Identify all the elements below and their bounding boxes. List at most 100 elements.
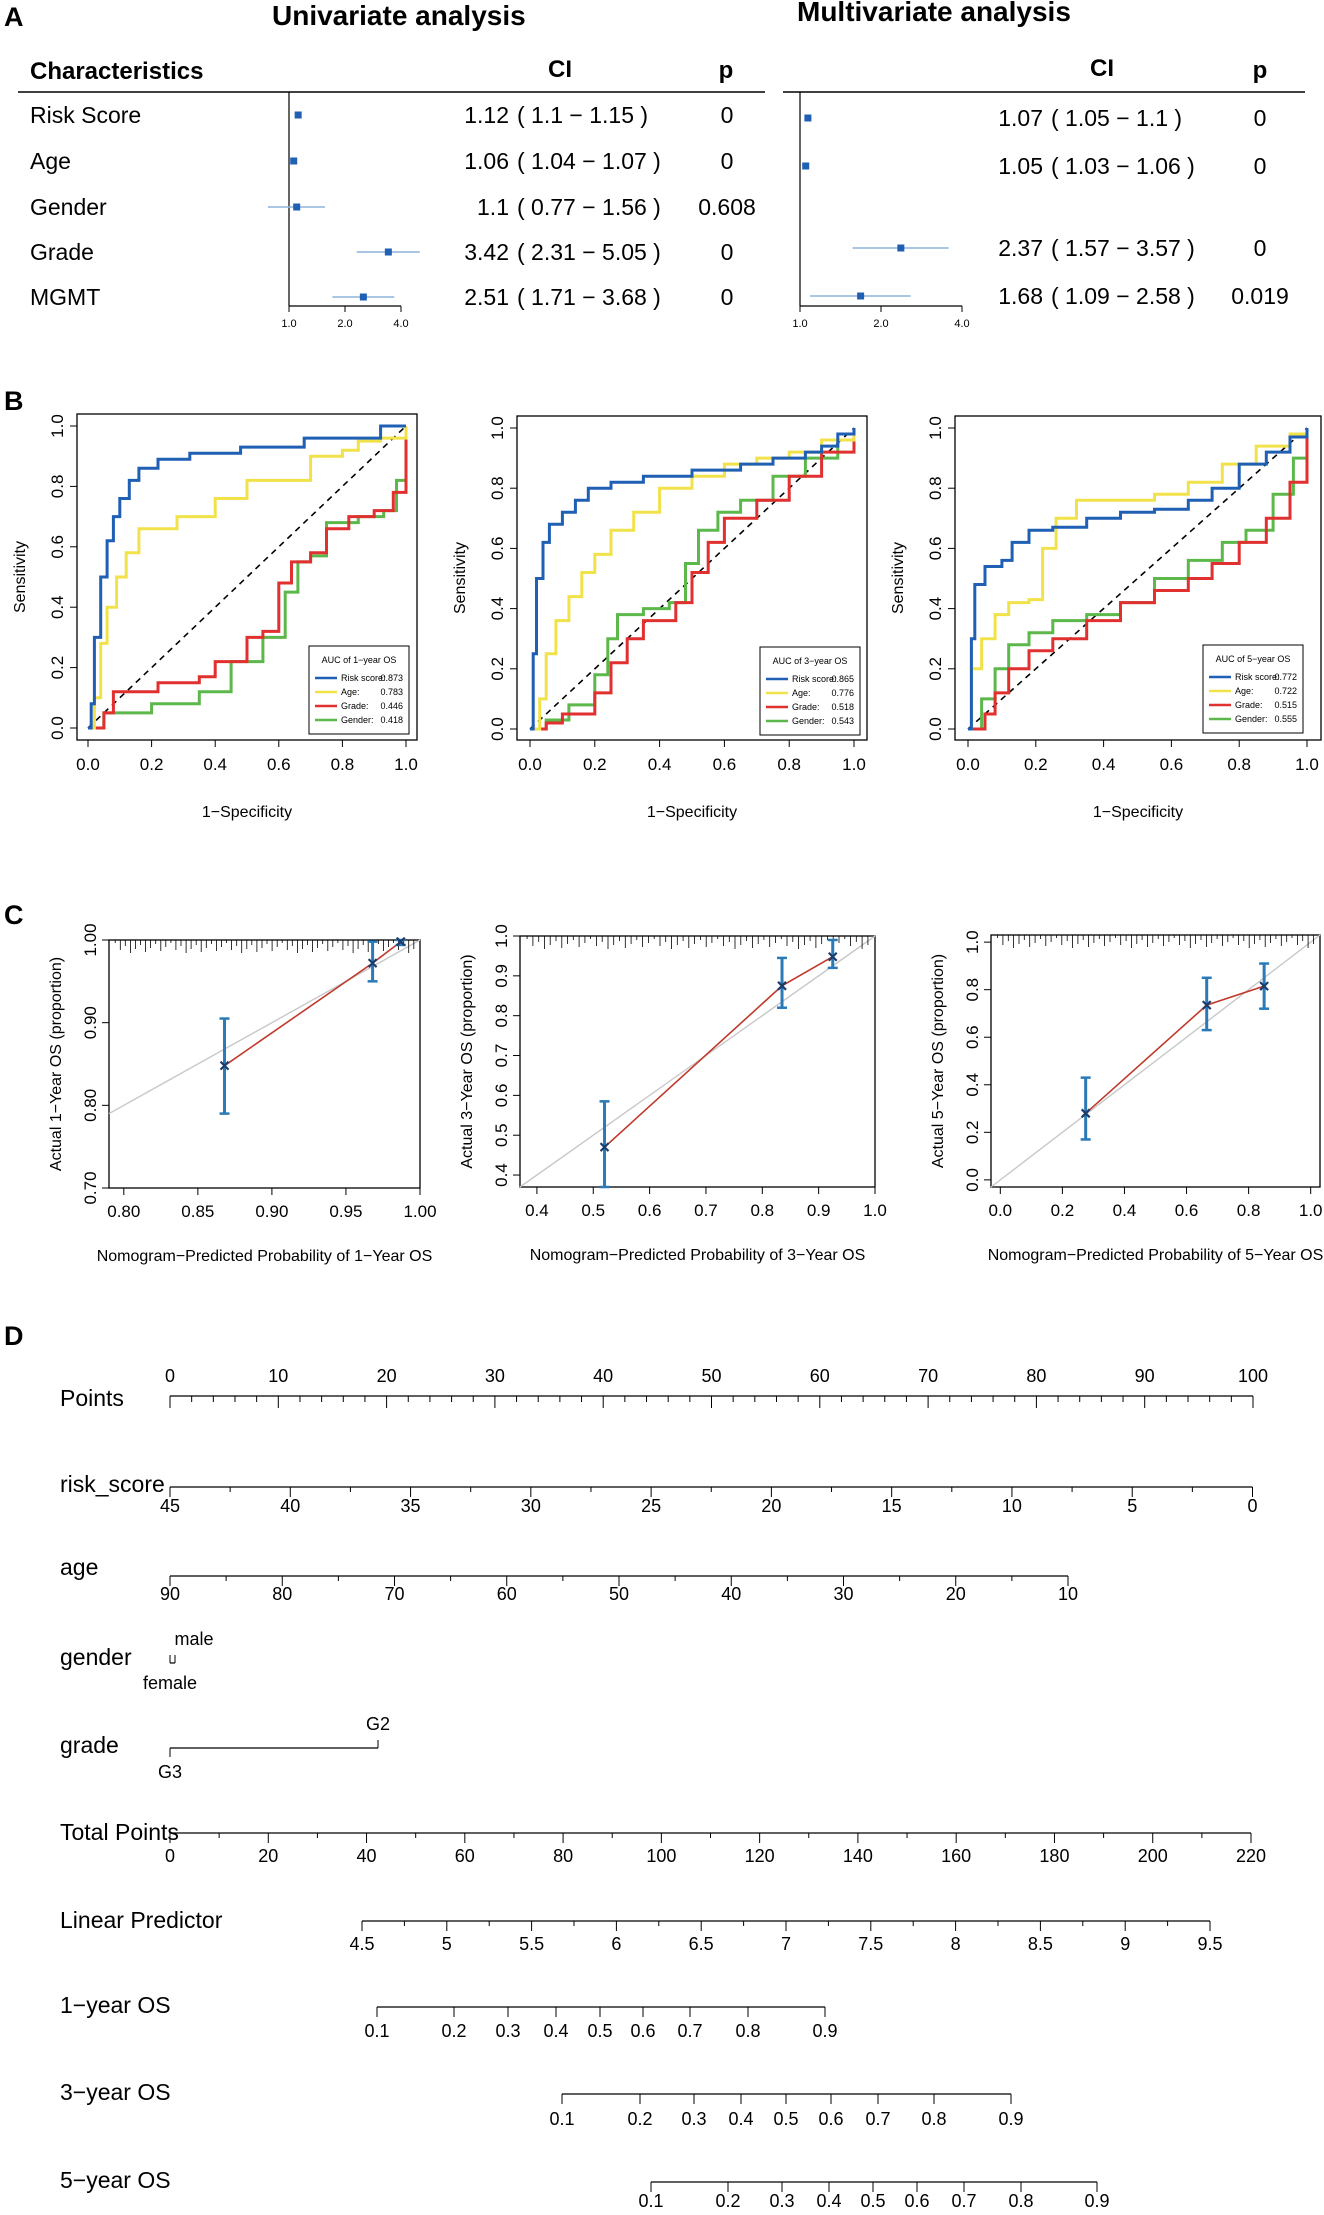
nomogram-tick-label: 10 bbox=[1058, 1584, 1078, 1604]
legend-title: AUC of 3−year OS bbox=[773, 656, 848, 666]
nomogram-tick-label: 0.4 bbox=[543, 2021, 568, 2041]
p-value: 0.019 bbox=[1231, 283, 1289, 309]
x-tick-label: 0.4 bbox=[648, 755, 672, 774]
ci-value: ( 1.09 − 2.58 ) bbox=[1051, 283, 1195, 309]
x-tick-label: 0.8 bbox=[777, 755, 801, 774]
x-axis-label: 1−Specificity bbox=[647, 804, 737, 821]
nomogram-tick-label: 0.4 bbox=[816, 2191, 841, 2211]
p-value: 0 bbox=[721, 148, 734, 174]
x-tick-label: 0.8 bbox=[1227, 755, 1251, 774]
hr-point bbox=[857, 292, 865, 300]
x-tick-label: 0.90 bbox=[255, 1202, 288, 1221]
x-tick-label: 0.4 bbox=[1113, 1201, 1137, 1220]
ci-value: ( 2.31 − 5.05 ) bbox=[517, 239, 661, 265]
x-tick-label: 2.0 bbox=[873, 318, 888, 330]
roc-curve-grade bbox=[88, 426, 408, 730]
nomogram-tick-label: 0.3 bbox=[769, 2191, 794, 2211]
nomogram-tick-label: 0.7 bbox=[865, 2109, 890, 2129]
roc-curve-age bbox=[88, 426, 408, 730]
roc-curve-grade bbox=[968, 428, 1309, 731]
nomogram-tick-label: 0.5 bbox=[587, 2021, 612, 2041]
nomogram-tick-label: 60 bbox=[455, 1846, 475, 1866]
nomogram-tick-label: 120 bbox=[745, 1846, 775, 1866]
roc-curve-age bbox=[968, 428, 1309, 731]
nomogram-tick-label: 0.2 bbox=[441, 2021, 466, 2041]
x-tick-label: 1.0 bbox=[792, 318, 807, 330]
legend-auc: 0.772 bbox=[1274, 672, 1297, 682]
nomogram-tick-label: 100 bbox=[646, 1846, 676, 1866]
points-tick-label: 10 bbox=[268, 1366, 288, 1386]
roc-curve-grade bbox=[530, 428, 856, 731]
x-axis-label: 1−Specificity bbox=[1093, 804, 1183, 821]
x-tick-label: 0.6 bbox=[713, 755, 737, 774]
nomogram-tick-label: 0.4 bbox=[728, 2109, 753, 2129]
nomogram-tick-label: 90 bbox=[160, 1584, 180, 1604]
calibration-point bbox=[395, 936, 406, 947]
roc-curve-risk-score bbox=[968, 428, 1309, 731]
y-tick-label: 1.0 bbox=[488, 416, 507, 440]
legend-auc: 0.873 bbox=[380, 673, 403, 683]
legend-auc: 0.446 bbox=[380, 701, 403, 711]
y-tick-label: 0.4 bbox=[488, 597, 507, 621]
panel-letter-d: D bbox=[4, 1321, 24, 1351]
gender-level-label: male bbox=[174, 1629, 213, 1649]
x-tick-label: 4.0 bbox=[954, 318, 969, 330]
y-tick-label: 0.5 bbox=[492, 1123, 511, 1147]
row-label: Risk Score bbox=[30, 102, 141, 128]
x-tick-label: 0.4 bbox=[1092, 755, 1116, 774]
y-tick-label: 1.0 bbox=[963, 930, 982, 954]
nomogram-row-label: 3−year OS bbox=[60, 2079, 171, 2105]
x-tick-label: 2.0 bbox=[337, 318, 352, 330]
hr-point bbox=[293, 203, 301, 211]
plot-frame bbox=[990, 934, 1321, 1188]
x-tick-label: 0.0 bbox=[988, 1201, 1012, 1220]
nomogram-tick-label: 5.5 bbox=[519, 1934, 544, 1954]
y-tick-label: 0.6 bbox=[492, 1084, 511, 1108]
x-tick-label: 0.95 bbox=[329, 1202, 362, 1221]
x-tick-label: 1.0 bbox=[394, 755, 418, 774]
p-value: 0 bbox=[721, 239, 734, 265]
nomogram-tick-label: 140 bbox=[843, 1846, 873, 1866]
nomogram-tick-label: 0.1 bbox=[638, 2191, 663, 2211]
x-tick-label: 0.0 bbox=[518, 755, 542, 774]
x-tick-label: 0.2 bbox=[583, 755, 607, 774]
nomogram-tick-label: 0.7 bbox=[951, 2191, 976, 2211]
calibration-point bbox=[1080, 1108, 1091, 1119]
y-tick-label: 0.8 bbox=[963, 978, 982, 1002]
rug-marks bbox=[997, 935, 1314, 948]
univariate-col-ci: CI bbox=[548, 56, 572, 83]
y-tick-label: 0.4 bbox=[492, 1163, 511, 1187]
nomogram-tick-label: 9 bbox=[1120, 1934, 1130, 1954]
nomogram-tick-label: 0.2 bbox=[715, 2191, 740, 2211]
nomogram-row-label: Linear Predictor bbox=[60, 1907, 223, 1933]
nomogram-tick-label: 8.5 bbox=[1028, 1934, 1053, 1954]
x-tick-label: 0.0 bbox=[956, 755, 980, 774]
nomogram-tick-label: 220 bbox=[1236, 1846, 1266, 1866]
gender-level-label: female bbox=[143, 1673, 197, 1693]
hr-point bbox=[802, 162, 810, 170]
legend-label: Grade: bbox=[1235, 700, 1263, 710]
y-tick-label: 0.8 bbox=[48, 475, 67, 499]
p-value: 0 bbox=[721, 284, 734, 310]
y-tick-label: 0.70 bbox=[81, 1171, 100, 1204]
points-tick-label: 70 bbox=[918, 1366, 938, 1386]
nomogram-tick-label: 0 bbox=[165, 1846, 175, 1866]
legend-label: Age: bbox=[792, 688, 811, 698]
x-tick-label: 0.6 bbox=[638, 1201, 662, 1220]
legend-label: Risk score: bbox=[1235, 672, 1280, 682]
legend-title: AUC of 5−year OS bbox=[1216, 654, 1291, 664]
x-tick-label: 4.0 bbox=[393, 318, 408, 330]
nomogram-row-label: risk_score bbox=[60, 1471, 165, 1497]
legend-auc: 0.418 bbox=[380, 715, 403, 725]
nomogram-tick-label: 200 bbox=[1138, 1846, 1168, 1866]
x-tick-label: 1.0 bbox=[1299, 1201, 1323, 1220]
x-tick-label: 0.4 bbox=[203, 755, 227, 774]
nomogram-tick-label: 0.9 bbox=[998, 2109, 1023, 2129]
legend-auc: 0.865 bbox=[831, 674, 854, 684]
ci-value: ( 1.57 − 3.57 ) bbox=[1051, 235, 1195, 261]
nomogram-tick-label: 0.5 bbox=[860, 2191, 885, 2211]
nomogram-tick-label: 20 bbox=[258, 1846, 278, 1866]
x-axis-label: 1−Specificity bbox=[202, 804, 292, 821]
